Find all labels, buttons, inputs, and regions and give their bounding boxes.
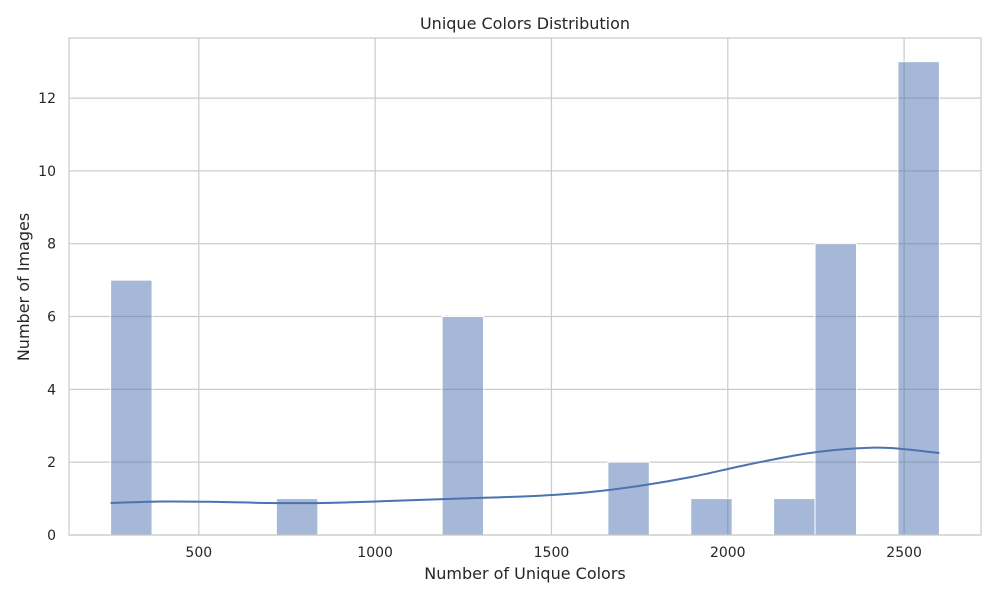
y-tick-label: 12 bbox=[38, 91, 56, 107]
histogram-bar bbox=[607, 461, 650, 536]
x-axis-ticks: 500 1000 1500 2000 2500 bbox=[185, 545, 922, 561]
histogram-bars bbox=[110, 61, 940, 536]
histogram-bar bbox=[275, 498, 319, 536]
kde-curve-group bbox=[110, 446, 940, 505]
plot-frame bbox=[68, 37, 982, 536]
y-tick-label: 8 bbox=[47, 237, 56, 253]
y-tick-label: 0 bbox=[47, 528, 56, 544]
y-axis-title: Number of Images bbox=[14, 213, 33, 361]
y-tick-label: 4 bbox=[47, 382, 56, 398]
histogram-bar bbox=[110, 279, 153, 536]
y-axis-ticks: 0 2 4 6 8 10 12 bbox=[38, 91, 56, 544]
x-tick-label: 500 bbox=[185, 545, 212, 561]
chart-title: Unique Colors Distribution bbox=[420, 14, 630, 33]
x-tick-label: 2000 bbox=[710, 545, 746, 561]
histogram-bar bbox=[441, 316, 485, 536]
histogram-bar bbox=[897, 61, 940, 536]
y-tick-label: 2 bbox=[47, 455, 56, 471]
x-tick-label: 2500 bbox=[886, 545, 922, 561]
histogram-bar bbox=[773, 498, 816, 536]
kde-curve bbox=[110, 446, 940, 505]
y-tick-label: 10 bbox=[38, 164, 56, 180]
x-tick-label: 1500 bbox=[534, 545, 570, 561]
histogram-bar bbox=[814, 243, 858, 536]
x-tick-label: 1000 bbox=[357, 545, 393, 561]
histogram-bar bbox=[690, 498, 733, 536]
y-tick-label: 6 bbox=[47, 310, 56, 326]
x-axis-title: Number of Unique Colors bbox=[424, 564, 626, 583]
